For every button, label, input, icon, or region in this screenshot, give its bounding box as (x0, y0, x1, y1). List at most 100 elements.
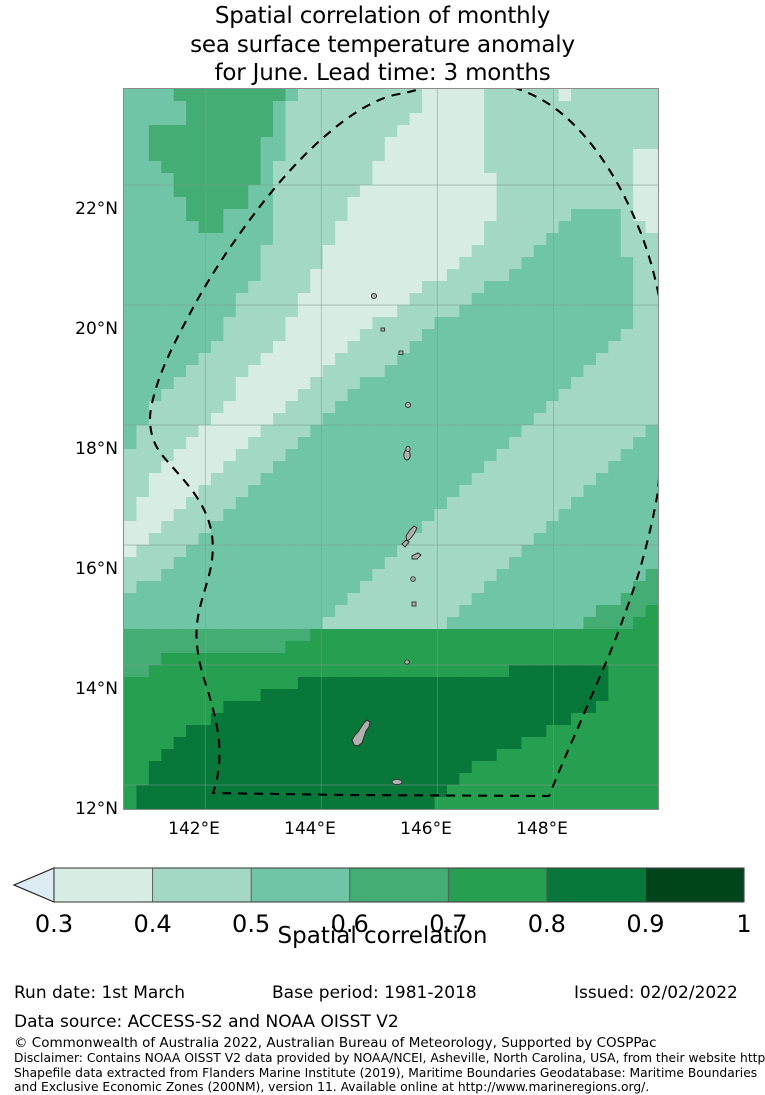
heatmap-cell (322, 449, 336, 462)
heatmap-cell (248, 605, 262, 618)
heatmap-cell (335, 521, 349, 534)
heatmap-cell (608, 305, 622, 318)
heatmap-cell (595, 689, 609, 702)
heatmap-cell (161, 329, 175, 342)
heatmap-cell (422, 761, 436, 774)
heatmap-cell (484, 545, 498, 558)
heatmap-cell (633, 305, 647, 318)
heatmap-cell (148, 713, 162, 726)
heatmap-cell (521, 545, 535, 558)
heatmap-cell (446, 89, 460, 102)
heatmap-cell (558, 269, 572, 282)
heatmap-cell (558, 317, 572, 330)
island-maug (380, 327, 386, 332)
heatmap-cell (446, 341, 460, 354)
heatmap-cell (397, 581, 411, 594)
heatmap-cell (297, 173, 311, 186)
heatmap-cell (422, 329, 436, 342)
heatmap-cell (633, 221, 647, 234)
heatmap-cell (409, 353, 423, 366)
heatmap-cell (186, 785, 200, 798)
heatmap-cell (645, 677, 658, 690)
heatmap-cell (459, 269, 473, 282)
heatmap-cell (471, 617, 485, 630)
heatmap-cell (148, 773, 162, 786)
heatmap-cell (508, 509, 522, 522)
heatmap-cell (397, 365, 411, 378)
heatmap-cell (608, 89, 622, 102)
heatmap-cell (173, 365, 187, 378)
heatmap-cell (397, 425, 411, 438)
heatmap-cell (372, 161, 386, 174)
heatmap-cell (173, 209, 187, 222)
heatmap-cell (273, 173, 287, 186)
heatmap-cell (521, 785, 535, 798)
heatmap-cell (322, 185, 336, 198)
heatmap-cell (422, 713, 436, 726)
heatmap-cell (322, 245, 336, 258)
heatmap-cell (484, 173, 498, 186)
heatmap-cell (335, 773, 349, 786)
heatmap-cell (409, 713, 423, 726)
heatmap-cell (645, 401, 658, 414)
heatmap-cell (223, 737, 237, 750)
heatmap-cell (471, 665, 485, 678)
heatmap-cell (322, 605, 336, 618)
heatmap-cell (161, 269, 175, 282)
heatmap-cell (508, 329, 522, 342)
heatmap-cell (409, 257, 423, 270)
heatmap-cell (186, 401, 200, 414)
heatmap-cell (322, 485, 336, 498)
heatmap-cell (446, 161, 460, 174)
heatmap-cell (508, 365, 522, 378)
heatmap-cell (484, 773, 498, 786)
heatmap-cell (186, 617, 200, 630)
heatmap-cell (148, 245, 162, 258)
heatmap-cell (533, 641, 547, 654)
heatmap-cell (508, 689, 522, 702)
heatmap-cell (161, 629, 175, 642)
heatmap-cell (508, 317, 522, 330)
heatmap-cell (446, 605, 460, 618)
heatmap-cell (508, 497, 522, 510)
heatmap-cell (335, 497, 349, 510)
heatmap-cell (645, 665, 658, 678)
heatmap-cell (335, 281, 349, 294)
heatmap-cell (384, 761, 398, 774)
heatmap-cell (322, 557, 336, 570)
heatmap-cell (285, 137, 299, 150)
disclaimer-text: Disclaimer: Contains NOAA OISST V2 data … (14, 1051, 765, 1095)
heatmap-cell (546, 293, 560, 306)
heatmap-cell (496, 797, 510, 809)
heatmap-cell (335, 653, 349, 666)
heatmap-cell (124, 437, 138, 450)
heatmap-cell (633, 401, 647, 414)
heatmap-cell (633, 773, 647, 786)
heatmap-cell (372, 209, 386, 222)
heatmap-cell (248, 293, 262, 306)
heatmap-cell (409, 329, 423, 342)
heatmap-cell (471, 161, 485, 174)
heatmap-cell (558, 485, 572, 498)
heatmap-cell (335, 437, 349, 450)
heatmap-cell (210, 317, 224, 330)
heatmap-cell (248, 353, 262, 366)
heatmap-cell (372, 317, 386, 330)
heatmap-cell (173, 377, 187, 390)
heatmap-cell (186, 173, 200, 186)
heatmap-cell (459, 341, 473, 354)
heatmap-cell (608, 665, 622, 678)
heatmap-cell (521, 209, 535, 222)
heatmap-cell (397, 329, 411, 342)
heatmap-cell (397, 113, 411, 126)
heatmap-cell (260, 413, 274, 426)
heatmap-cell (422, 125, 436, 138)
heatmap-cell (558, 413, 572, 426)
heatmap-cell (161, 209, 175, 222)
heatmap-cell (335, 797, 349, 809)
heatmap-cell (223, 449, 237, 462)
heatmap-cell (186, 701, 200, 714)
heatmap-cell (136, 413, 150, 426)
heatmap-cell (583, 365, 597, 378)
heatmap-cell (583, 89, 597, 102)
